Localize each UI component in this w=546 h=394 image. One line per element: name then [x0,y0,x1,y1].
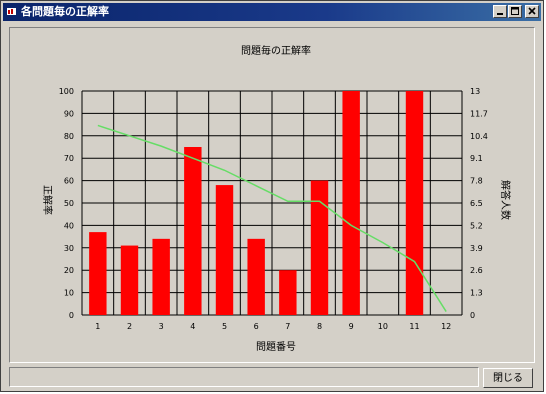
title-bar[interactable]: 各問題毎の正解率 [3,3,541,21]
y-tick-label: 70 [64,154,74,163]
bar-3 [152,238,170,315]
y-tick-label: 100 [59,87,74,96]
x-tick-label: 1 [95,322,100,331]
y2-axis-label: 解答人数 [499,180,512,220]
x-tick-label: 10 [378,322,388,331]
y2-tick-label: 11.7 [470,109,488,118]
minimize-icon [497,13,503,15]
y-tick-label: 90 [64,109,74,118]
y2-tick-label: 5.2 [470,221,483,230]
status-area [9,367,479,387]
x-tick-label: 11 [409,322,419,331]
x-tick-label: 7 [285,322,290,331]
bar-1 [89,232,107,315]
y-tick-label: 0 [69,311,74,320]
series-line [97,124,447,312]
y-tick-label: 30 [64,244,74,253]
chart: 問題毎の正解率 正解率 解答人数 問題番号 010203040506070809… [41,44,512,353]
y2-tick-label: 13 [470,87,480,96]
y2-tick-label: 9.1 [470,154,483,163]
x-tick-label: 2 [127,322,132,331]
x-tick-label: 4 [190,322,195,331]
chart-panel: 問題毎の正解率 正解率 解答人数 問題番号 0 10 20 30 40 50 60 70 80 9… [9,27,535,363]
close-button[interactable]: 閉じる [483,368,533,388]
maximize-button[interactable] [508,5,522,18]
app-icon [7,8,16,15]
y-tick-label: 80 [64,132,74,141]
close-icon [528,7,536,15]
x-tick-label: 9 [349,322,354,331]
window-title: 各問題毎の正解率 [21,5,109,18]
y2-tick-label: 10.4 [470,132,488,141]
maximize-icon [511,7,519,15]
x-tick-label: 3 [159,322,164,331]
bar-2 [120,245,139,315]
x-axis-label: 問題番号 [256,341,296,353]
y-axis-label: 正解率 [41,185,54,215]
bar-6 [247,238,265,315]
bar-11 [405,91,424,315]
y-tick-label: 40 [64,221,74,230]
y2-tick-label: 6.5 [470,199,483,208]
x-tick-label: 12 [441,322,451,331]
bar-5 [215,185,234,315]
close-window-button[interactable] [525,5,539,18]
bar-9 [342,91,360,315]
y2-tick-label: 0 [470,311,475,320]
y2-tick-label: 7.8 [470,177,483,186]
y-tick-label: 50 [64,199,74,208]
chart-title: 問題毎の正解率 [241,44,311,57]
y2-tick-label: 2.6 [470,266,483,275]
y-tick-label: 10 [64,289,74,298]
y2-tick-label: 1.3 [470,289,483,298]
y-tick-label: 20 [64,266,74,275]
bar-7 [279,270,297,315]
x-tick-label: 6 [254,322,259,331]
x-tick-label: 5 [222,322,227,331]
minimize-button[interactable] [493,5,507,18]
bar-4 [184,147,202,315]
y-tick-label: 60 [64,177,74,186]
bar-8 [310,180,329,315]
y2-tick-label: 3.9 [470,244,483,253]
x-tick-label: 8 [317,322,322,331]
